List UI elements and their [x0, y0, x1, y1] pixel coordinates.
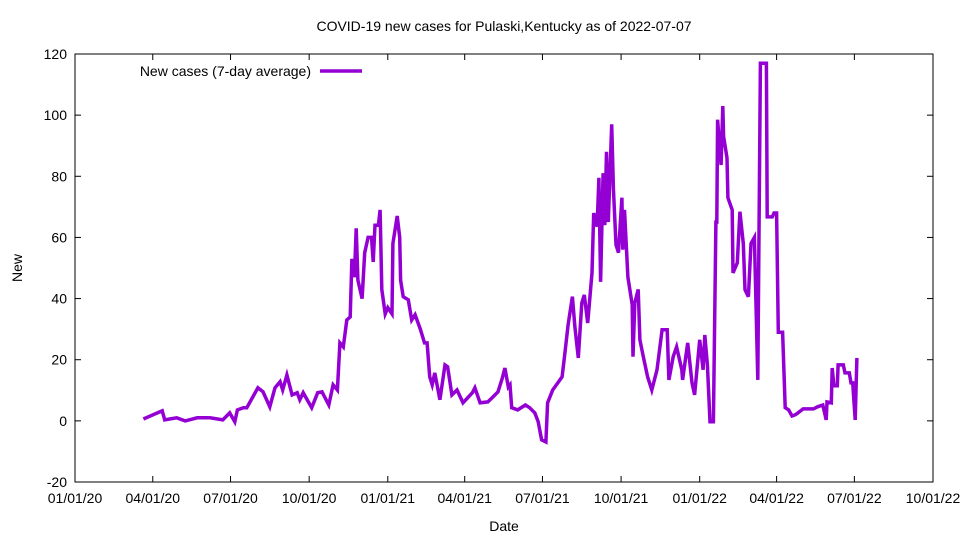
y-tick-label: 20 — [51, 352, 67, 368]
x-axis-label: Date — [489, 518, 519, 534]
legend: New cases (7-day average) — [140, 63, 362, 79]
x-tick-label: 07/01/21 — [515, 490, 570, 506]
x-tick-label: 04/01/22 — [749, 490, 804, 506]
axis-ticks: 01/01/20 04/01/20 07/01/20 10/01/20 01/01/21… — [44, 46, 960, 506]
x-tick-label: 10/01/22 — [906, 490, 960, 506]
legend-label: New cases (7-day average) — [140, 63, 311, 79]
x-tick-label: 04/01/21 — [437, 490, 492, 506]
x-tick-label: 07/01/20 — [203, 490, 258, 506]
x-tick-label: 10/01/20 — [282, 490, 337, 506]
x-tick-label: 10/01/21 — [594, 490, 649, 506]
y-axis-label: New — [9, 253, 25, 282]
y-tick-label: 120 — [44, 46, 68, 62]
x-tick-label: 01/01/20 — [48, 490, 103, 506]
x-tick-label: 01/01/22 — [672, 490, 727, 506]
x-tick-label: 04/01/20 — [126, 490, 181, 506]
chart-title: COVID-19 new cases for Pulaski,Kentucky … — [316, 18, 691, 34]
y-tick-label: -20 — [47, 474, 67, 490]
plot-border — [74, 53, 934, 483]
series-line-new-cases — [142, 61, 859, 445]
y-tick-label: 80 — [51, 168, 67, 184]
series-layer — [142, 61, 859, 445]
y-tick-label: 100 — [44, 107, 68, 123]
y-tick-label: 0 — [59, 413, 67, 429]
y-tick-label: 40 — [51, 291, 67, 307]
x-tick-label: 01/01/21 — [361, 490, 416, 506]
x-tick-label: 07/01/22 — [827, 490, 882, 506]
y-tick-label: 60 — [51, 229, 67, 245]
